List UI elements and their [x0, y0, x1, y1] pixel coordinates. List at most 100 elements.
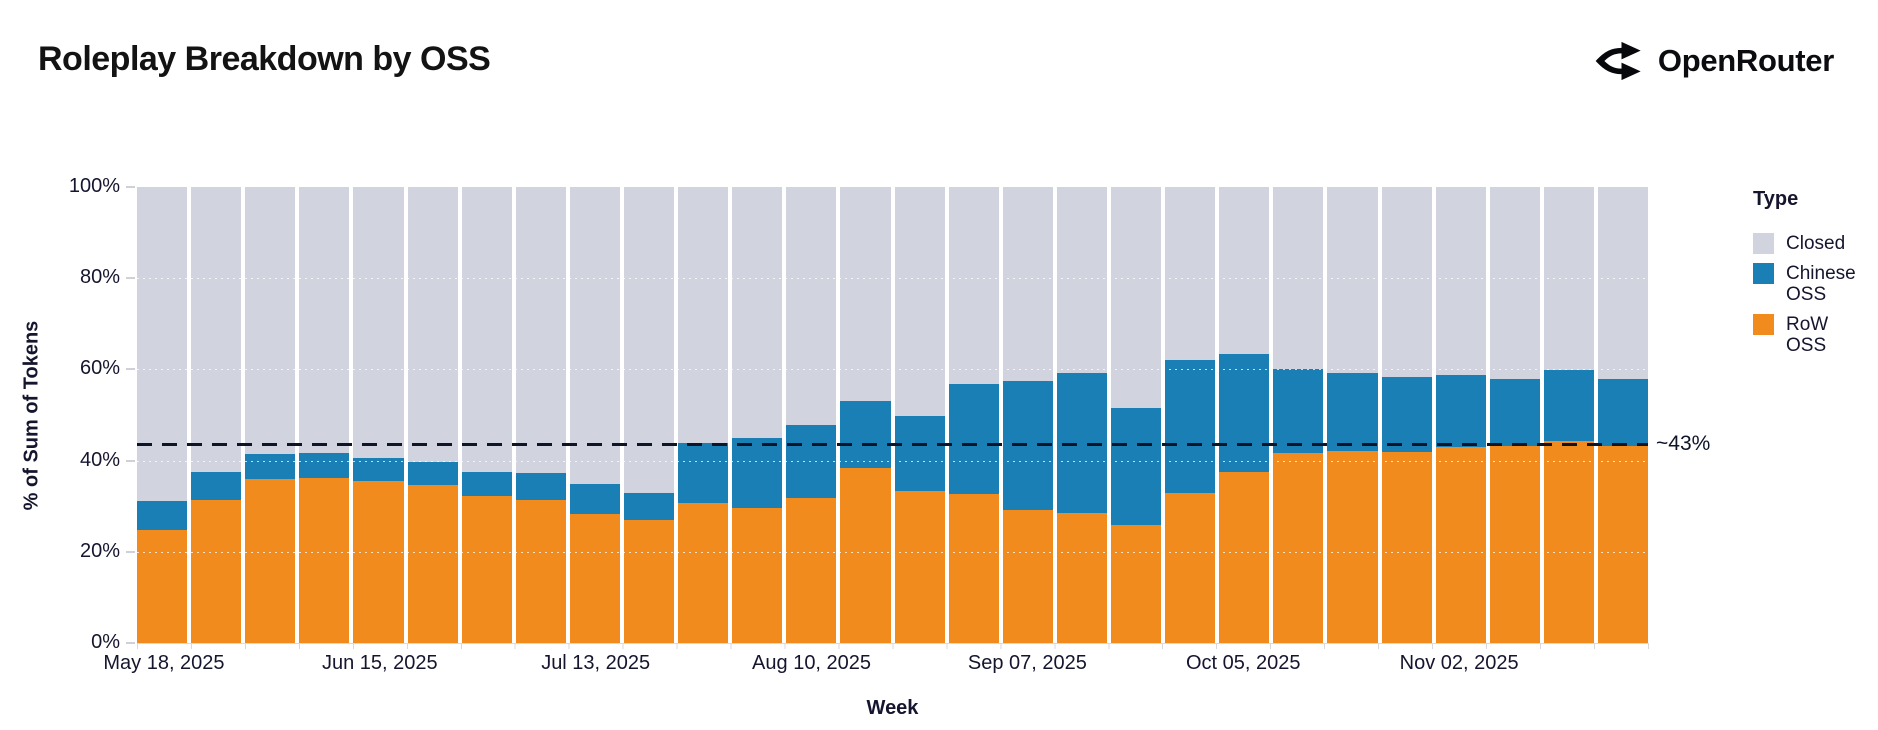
- bar-segment-row-oss[interactable]: [461, 496, 512, 643]
- bar-segment-row-oss[interactable]: [732, 508, 783, 643]
- x-axis-title: Week: [866, 697, 919, 719]
- bar-segment-row-oss[interactable]: [407, 484, 458, 643]
- y-axis-tick-label: 80%: [79, 266, 120, 289]
- legend-item-chinese-oss[interactable]: Chinese OSS: [1753, 263, 1873, 305]
- bar-segment-row-oss[interactable]: [1056, 513, 1107, 643]
- bar-segment-chinese-oss[interactable]: [191, 472, 242, 500]
- bar-segment-chinese-oss[interactable]: [1110, 407, 1162, 525]
- legend-item-row-oss[interactable]: RoW OSS: [1753, 314, 1873, 356]
- bar-segment-chinese-oss[interactable]: [1381, 377, 1432, 453]
- bars-container: [137, 187, 1649, 643]
- bar-segment-row-oss[interactable]: [1002, 509, 1053, 643]
- bar-segment-row-oss[interactable]: [894, 491, 945, 643]
- legend-swatch-chinese-oss: [1753, 263, 1774, 284]
- bar-segment-row-oss[interactable]: [299, 477, 350, 643]
- bar-week-nov-09-2025: [1489, 187, 1540, 643]
- bar-segment-closed[interactable]: [948, 187, 999, 385]
- legend-item-closed[interactable]: Closed: [1753, 233, 1873, 254]
- bar-segment-chinese-oss[interactable]: [840, 401, 891, 468]
- bar-segment-closed[interactable]: [1597, 187, 1649, 380]
- bar-segment-closed[interactable]: [1489, 187, 1540, 379]
- legend-label: Closed: [1786, 233, 1846, 254]
- bar-segment-chinese-oss[interactable]: [894, 416, 945, 492]
- bar-segment-chinese-oss[interactable]: [137, 500, 188, 530]
- bar-segment-row-oss[interactable]: [515, 499, 566, 643]
- bar-segment-chinese-oss[interactable]: [407, 462, 458, 485]
- bar-week-jun-29-2025: [461, 187, 512, 643]
- bar-segment-closed[interactable]: [1056, 187, 1107, 373]
- bar-segment-row-oss[interactable]: [137, 529, 188, 643]
- bar-segment-row-oss[interactable]: [1597, 445, 1649, 643]
- bar-segment-chinese-oss[interactable]: [515, 472, 566, 500]
- bar-segment-row-oss[interactable]: [786, 498, 837, 643]
- bar-segment-chinese-oss[interactable]: [732, 437, 783, 509]
- bar-segment-row-oss[interactable]: [245, 478, 296, 643]
- bar-segment-closed[interactable]: [515, 187, 566, 473]
- bar-segment-closed[interactable]: [1219, 187, 1270, 355]
- bar-week-aug-03-2025: [732, 187, 783, 643]
- bar-segment-row-oss[interactable]: [840, 467, 891, 643]
- bar-segment-chinese-oss[interactable]: [1327, 372, 1378, 451]
- bar-segment-chinese-oss[interactable]: [569, 483, 620, 514]
- bar-segment-chinese-oss[interactable]: [678, 443, 729, 504]
- bar-week-oct-05-2025: [1219, 187, 1270, 643]
- bar-segment-row-oss[interactable]: [1110, 524, 1162, 643]
- bar-segment-closed[interactable]: [840, 187, 891, 402]
- bar-segment-closed[interactable]: [1327, 187, 1378, 373]
- bar-segment-chinese-oss[interactable]: [353, 457, 404, 482]
- y-axis-tick-label: 100%: [68, 175, 120, 197]
- bar-week-nov-23-2025: [1597, 187, 1649, 643]
- bar-segment-row-oss[interactable]: [1543, 441, 1594, 643]
- bar-segment-closed[interactable]: [678, 187, 729, 444]
- legend-entries: Closed Chinese OSS RoW OSS: [1753, 233, 1873, 356]
- bar-segment-row-oss[interactable]: [948, 493, 999, 643]
- bar-segment-chinese-oss[interactable]: [1543, 370, 1594, 441]
- bar-segment-chinese-oss[interactable]: [1165, 360, 1216, 493]
- bar-segment-chinese-oss[interactable]: [1273, 368, 1324, 453]
- bar-segment-chinese-oss[interactable]: [1597, 379, 1649, 446]
- bar-segment-closed[interactable]: [569, 187, 620, 484]
- bar-segment-closed[interactable]: [1110, 187, 1162, 408]
- bar-segment-closed[interactable]: [191, 187, 242, 473]
- bar-segment-row-oss[interactable]: [623, 519, 675, 643]
- bar-segment-row-oss[interactable]: [353, 481, 404, 643]
- bar-segment-closed[interactable]: [407, 187, 458, 463]
- bar-segment-closed[interactable]: [353, 187, 404, 458]
- bar-segment-closed[interactable]: [461, 187, 512, 472]
- bar-segment-chinese-oss[interactable]: [948, 384, 999, 494]
- bar-segment-chinese-oss[interactable]: [1219, 354, 1270, 472]
- bar-segment-row-oss[interactable]: [1273, 452, 1324, 643]
- bar-segment-chinese-oss[interactable]: [1056, 372, 1107, 514]
- bar-segment-closed[interactable]: [732, 187, 783, 438]
- bar-segment-row-oss[interactable]: [191, 499, 242, 643]
- bar-segment-chinese-oss[interactable]: [1489, 378, 1540, 446]
- bar-segment-row-oss[interactable]: [1165, 492, 1216, 643]
- bar-segment-closed[interactable]: [1381, 187, 1432, 378]
- bar-segment-row-oss[interactable]: [678, 503, 729, 643]
- y-axis-tick: [126, 550, 135, 553]
- bar-segment-chinese-oss[interactable]: [299, 453, 350, 478]
- bar-segment-chinese-oss[interactable]: [1435, 375, 1486, 448]
- bar-segment-closed[interactable]: [299, 187, 350, 454]
- bar-segment-row-oss[interactable]: [1381, 452, 1432, 643]
- bar-segment-row-oss[interactable]: [1219, 472, 1270, 643]
- bar-segment-chinese-oss[interactable]: [461, 471, 512, 497]
- y-axis-tick: [126, 368, 135, 371]
- bar-segment-closed[interactable]: [245, 187, 296, 454]
- bar-segment-closed[interactable]: [623, 187, 675, 494]
- y-axis-tick: [126, 186, 135, 188]
- bar-segment-closed[interactable]: [786, 187, 837, 426]
- bar-segment-row-oss[interactable]: [1489, 445, 1540, 643]
- bar-segment-chinese-oss[interactable]: [245, 453, 296, 479]
- bar-segment-closed[interactable]: [1435, 187, 1486, 376]
- bar-segment-closed[interactable]: [1165, 187, 1216, 361]
- bar-segment-closed[interactable]: [894, 187, 945, 417]
- bar-segment-closed[interactable]: [1002, 187, 1053, 382]
- bar-segment-row-oss[interactable]: [1327, 450, 1378, 643]
- bar-segment-closed[interactable]: [1273, 187, 1324, 369]
- bar-segment-closed[interactable]: [137, 187, 188, 501]
- bar-segment-row-oss[interactable]: [1435, 447, 1486, 643]
- bar-segment-chinese-oss[interactable]: [623, 493, 675, 520]
- bar-segment-row-oss[interactable]: [569, 513, 620, 643]
